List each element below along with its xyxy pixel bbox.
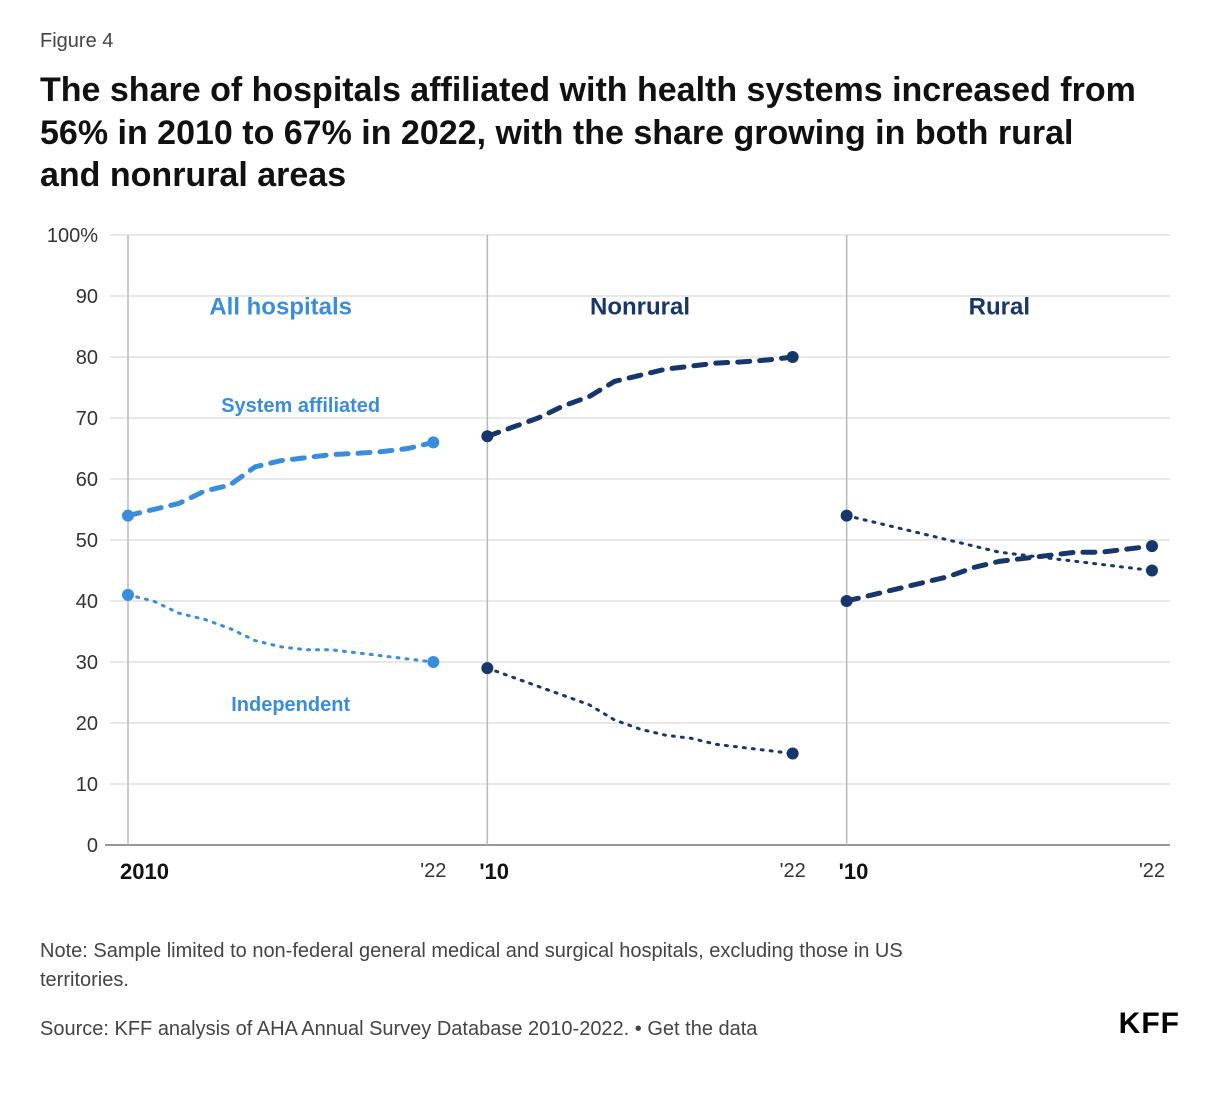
svg-text:0: 0 (87, 835, 98, 857)
svg-text:Rural: Rural (969, 293, 1030, 320)
svg-text:'10: '10 (839, 859, 869, 884)
svg-text:Independent: Independent (231, 693, 350, 715)
note-text: Note: Sample limited to non-federal gene… (40, 937, 960, 995)
svg-text:70: 70 (76, 408, 98, 430)
svg-text:50: 50 (76, 530, 98, 552)
chart-area: 0 10 20 30 40 50 60 70 80 90 100% All hospitals 2010… (40, 225, 1180, 905)
svg-text:'22: '22 (1139, 860, 1165, 882)
svg-text:All hospitals: All hospitals (209, 293, 352, 320)
svg-text:System affiliated: System affiliated (221, 394, 380, 416)
chart-notes: Note: Sample limited to non-federal gene… (40, 937, 960, 995)
kff-logo: KFF (1119, 1007, 1180, 1041)
svg-text:'22: '22 (420, 860, 446, 882)
svg-text:2010: 2010 (120, 859, 169, 884)
chart-svg: 0 10 20 30 40 50 60 70 80 90 100% All hospitals 2010… (40, 225, 1180, 905)
figure-label: Figure 4 (40, 30, 1180, 53)
svg-text:20: 20 (76, 713, 98, 735)
source-row: Source: KFF analysis of AHA Annual Surve… (40, 1007, 1180, 1041)
svg-text:Nonrural: Nonrural (590, 293, 690, 320)
svg-text:30: 30 (76, 652, 98, 674)
svg-text:10: 10 (76, 774, 98, 796)
source-text: Source: KFF analysis of AHA Annual Surve… (40, 1018, 757, 1041)
svg-text:100%: 100% (47, 225, 98, 247)
svg-text:'10: '10 (479, 859, 509, 884)
svg-text:90: 90 (76, 286, 98, 308)
svg-text:40: 40 (76, 591, 98, 613)
svg-text:60: 60 (76, 469, 98, 491)
svg-text:'22: '22 (780, 860, 806, 882)
chart-title: The share of hospitals affiliated with h… (40, 69, 1140, 197)
svg-text:80: 80 (76, 347, 98, 369)
